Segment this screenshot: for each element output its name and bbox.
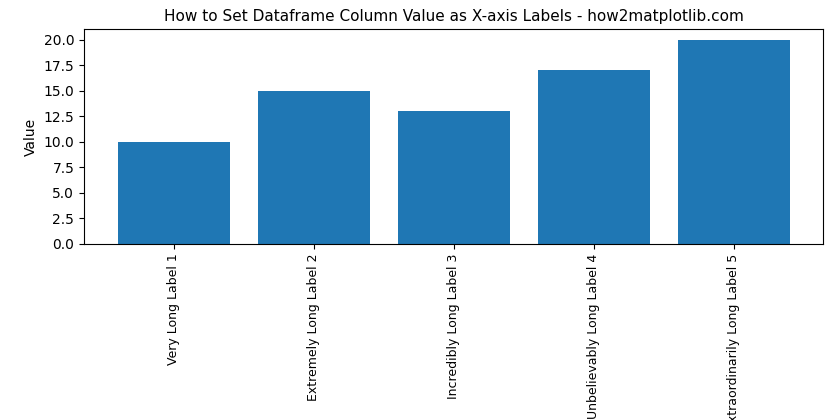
Title: How to Set Dataframe Column Value as X-axis Labels - how2matplotlib.com: How to Set Dataframe Column Value as X-a…: [164, 9, 743, 24]
Bar: [118, 142, 229, 244]
Bar: [678, 39, 790, 244]
Bar: [538, 70, 649, 244]
Bar: [397, 111, 510, 244]
Bar: [258, 91, 370, 244]
Y-axis label: Value: Value: [24, 118, 38, 155]
